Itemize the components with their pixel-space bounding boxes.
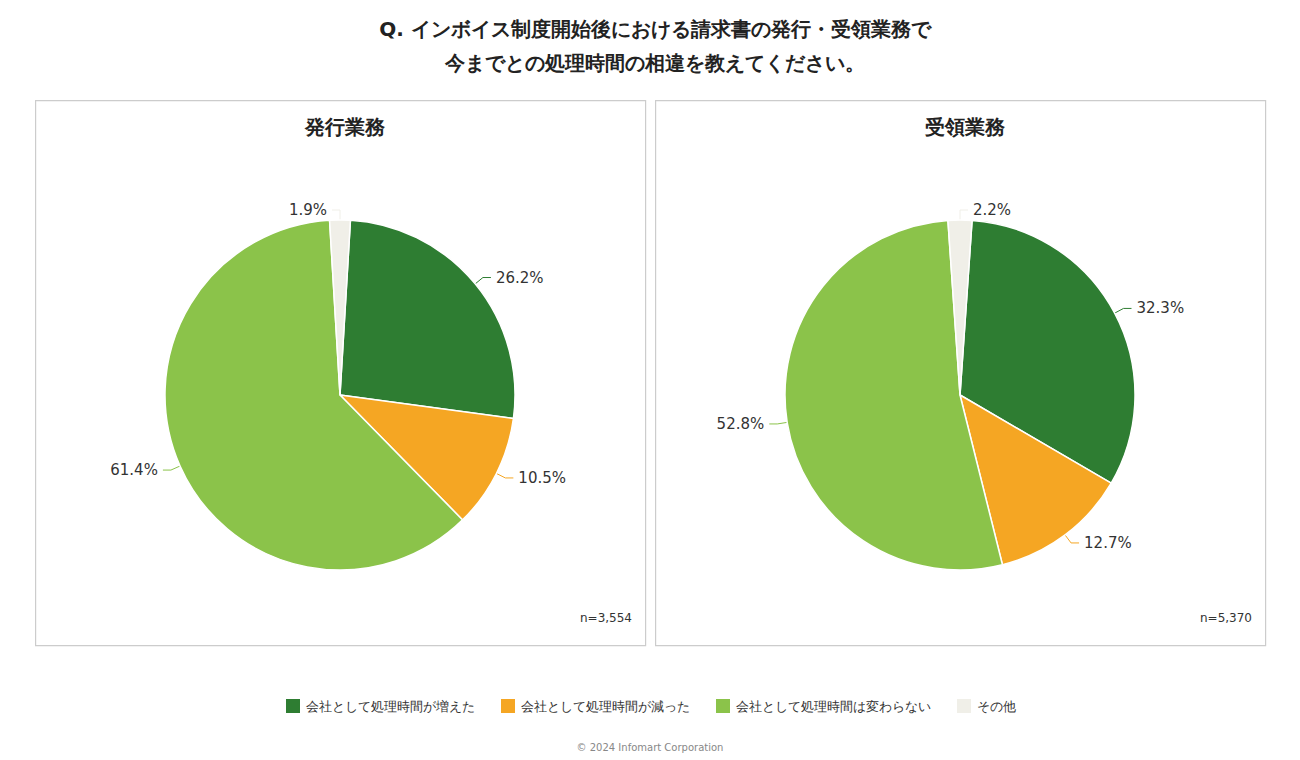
svg-text:26.2%: 26.2% <box>496 269 544 287</box>
svg-text:会社として処理時間は変わらない: 会社として処理時間は変わらない <box>736 699 931 714</box>
svg-text:発行業務: 発行業務 <box>304 115 385 139</box>
svg-text:2.2%: 2.2% <box>973 201 1011 219</box>
svg-text:Q. インボイス制度開始後における請求書の発行・受領業務で: Q. インボイス制度開始後における請求書の発行・受領業務で <box>379 17 932 41</box>
svg-text:受領業務: 受領業務 <box>925 115 1005 139</box>
svg-text:32.3%: 32.3% <box>1136 299 1184 317</box>
svg-text:61.4%: 61.4% <box>110 461 158 479</box>
svg-text:n=5,370: n=5,370 <box>1200 611 1252 625</box>
svg-text:会社として処理時間が減った: 会社として処理時間が減った <box>521 699 690 714</box>
svg-text:その他: その他 <box>977 699 1016 714</box>
svg-text:1.9%: 1.9% <box>289 201 327 219</box>
svg-text:会社として処理時間が増えた: 会社として処理時間が増えた <box>306 699 475 714</box>
svg-text:今までとの処理時間の相違を教えてください。: 今までとの処理時間の相違を教えてください。 <box>444 51 865 75</box>
svg-text:© 2024 Infomart Corporation: © 2024 Infomart Corporation <box>577 742 724 753</box>
svg-text:n=3,554: n=3,554 <box>580 611 632 625</box>
svg-text:52.8%: 52.8% <box>717 415 765 433</box>
svg-text:10.5%: 10.5% <box>518 469 566 487</box>
svg-text:12.7%: 12.7% <box>1084 534 1132 552</box>
